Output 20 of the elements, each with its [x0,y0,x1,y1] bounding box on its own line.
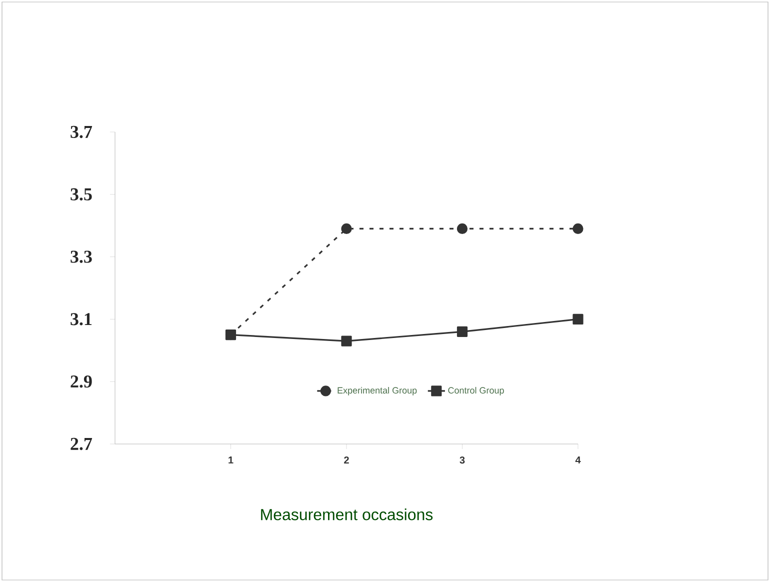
y-tick-label: 2.9 [70,376,92,388]
point [456,223,468,234]
y-tick-label: 3.1 [70,313,92,326]
x-axis-title: Measurement occasions [261,508,433,520]
x-tick-label: 4 [575,456,581,464]
x-tick-label: 2 [344,456,349,464]
point [225,330,236,340]
legend-label: Experimental Group [338,386,417,396]
x-tick-label: 3 [460,456,465,464]
point [456,326,468,337]
y-tick-label: 2.7 [70,438,92,450]
x-tick-label: 1 [228,456,234,464]
point [341,336,352,346]
y-tick-label: 3.3 [70,250,92,263]
point [572,223,584,234]
point [572,314,584,324]
legend-label: Control Group [448,386,504,396]
point [341,223,352,234]
y-tick-label: 3.7 [70,126,92,138]
y-tick-label: 3.5 [70,188,92,200]
